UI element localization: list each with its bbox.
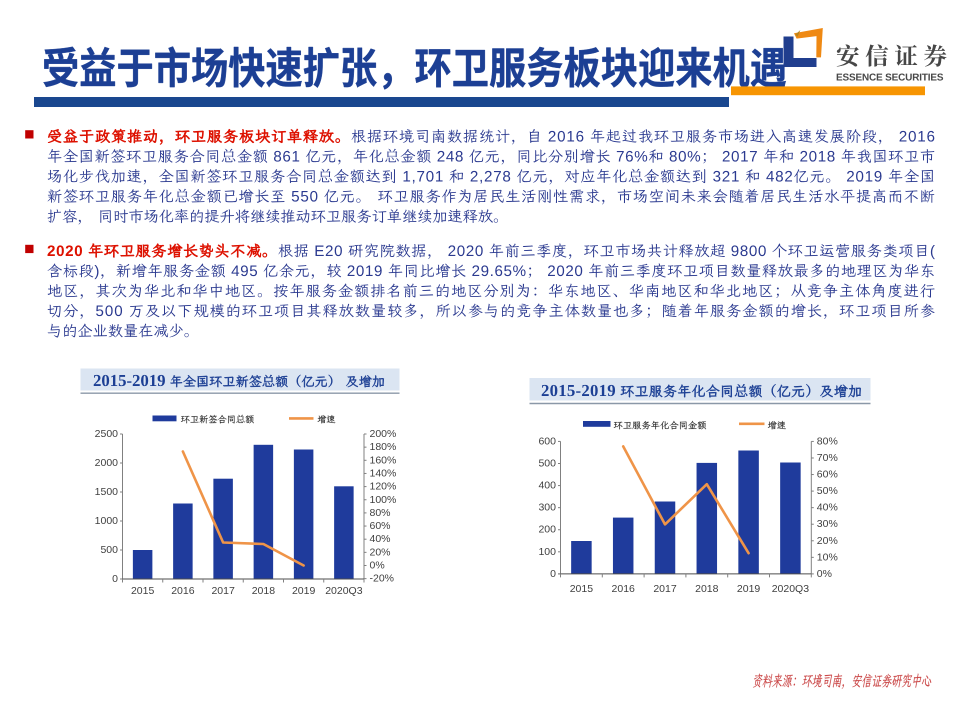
svg-text:2018: 2018 (252, 585, 276, 597)
svg-text:30%: 30% (817, 518, 838, 530)
svg-text:2016: 2016 (612, 583, 636, 595)
svg-text:100%: 100% (370, 494, 397, 506)
svg-text:200%: 200% (370, 428, 397, 440)
svg-text:180%: 180% (370, 441, 397, 453)
svg-text:500: 500 (538, 458, 556, 470)
svg-text:400: 400 (538, 480, 556, 492)
svg-text:200: 200 (538, 524, 556, 536)
svg-text:1500: 1500 (95, 486, 119, 498)
svg-text:2019: 2019 (292, 585, 316, 597)
svg-text:60%: 60% (817, 469, 838, 481)
svg-text:80%: 80% (370, 507, 391, 519)
svg-text:50%: 50% (817, 485, 838, 497)
svg-text:0: 0 (112, 573, 118, 585)
svg-text:40%: 40% (370, 533, 391, 545)
svg-text:600: 600 (538, 435, 556, 447)
svg-text:500: 500 (100, 544, 118, 556)
svg-text:100: 100 (538, 546, 556, 558)
svg-text:-20%: -20% (370, 573, 395, 585)
svg-text:2000: 2000 (95, 457, 119, 469)
svg-text:60%: 60% (370, 520, 391, 532)
svg-text:20%: 20% (817, 535, 838, 547)
svg-text:2020Q3: 2020Q3 (772, 583, 810, 595)
svg-text:2017: 2017 (653, 583, 677, 595)
svg-text:1000: 1000 (95, 515, 119, 527)
svg-text:2016: 2016 (171, 585, 195, 597)
svg-text:2015: 2015 (131, 585, 155, 597)
svg-text:80%: 80% (817, 435, 838, 447)
svg-text:0: 0 (550, 568, 556, 580)
svg-text:140%: 140% (370, 467, 397, 479)
svg-text:2017: 2017 (211, 585, 235, 597)
svg-text:300: 300 (538, 502, 556, 514)
svg-text:0%: 0% (370, 560, 385, 572)
svg-text:70%: 70% (817, 452, 838, 464)
svg-text:10%: 10% (817, 551, 838, 563)
svg-text:2015: 2015 (570, 583, 594, 595)
svg-text:2500: 2500 (95, 428, 119, 440)
svg-text:2018: 2018 (695, 583, 719, 595)
svg-text:160%: 160% (370, 454, 397, 466)
svg-text:0%: 0% (817, 568, 832, 580)
svg-text:40%: 40% (817, 502, 838, 514)
svg-text:120%: 120% (370, 481, 397, 493)
svg-text:20%: 20% (370, 546, 391, 558)
svg-text:2020Q3: 2020Q3 (325, 585, 363, 597)
svg-text:2019: 2019 (737, 583, 761, 595)
